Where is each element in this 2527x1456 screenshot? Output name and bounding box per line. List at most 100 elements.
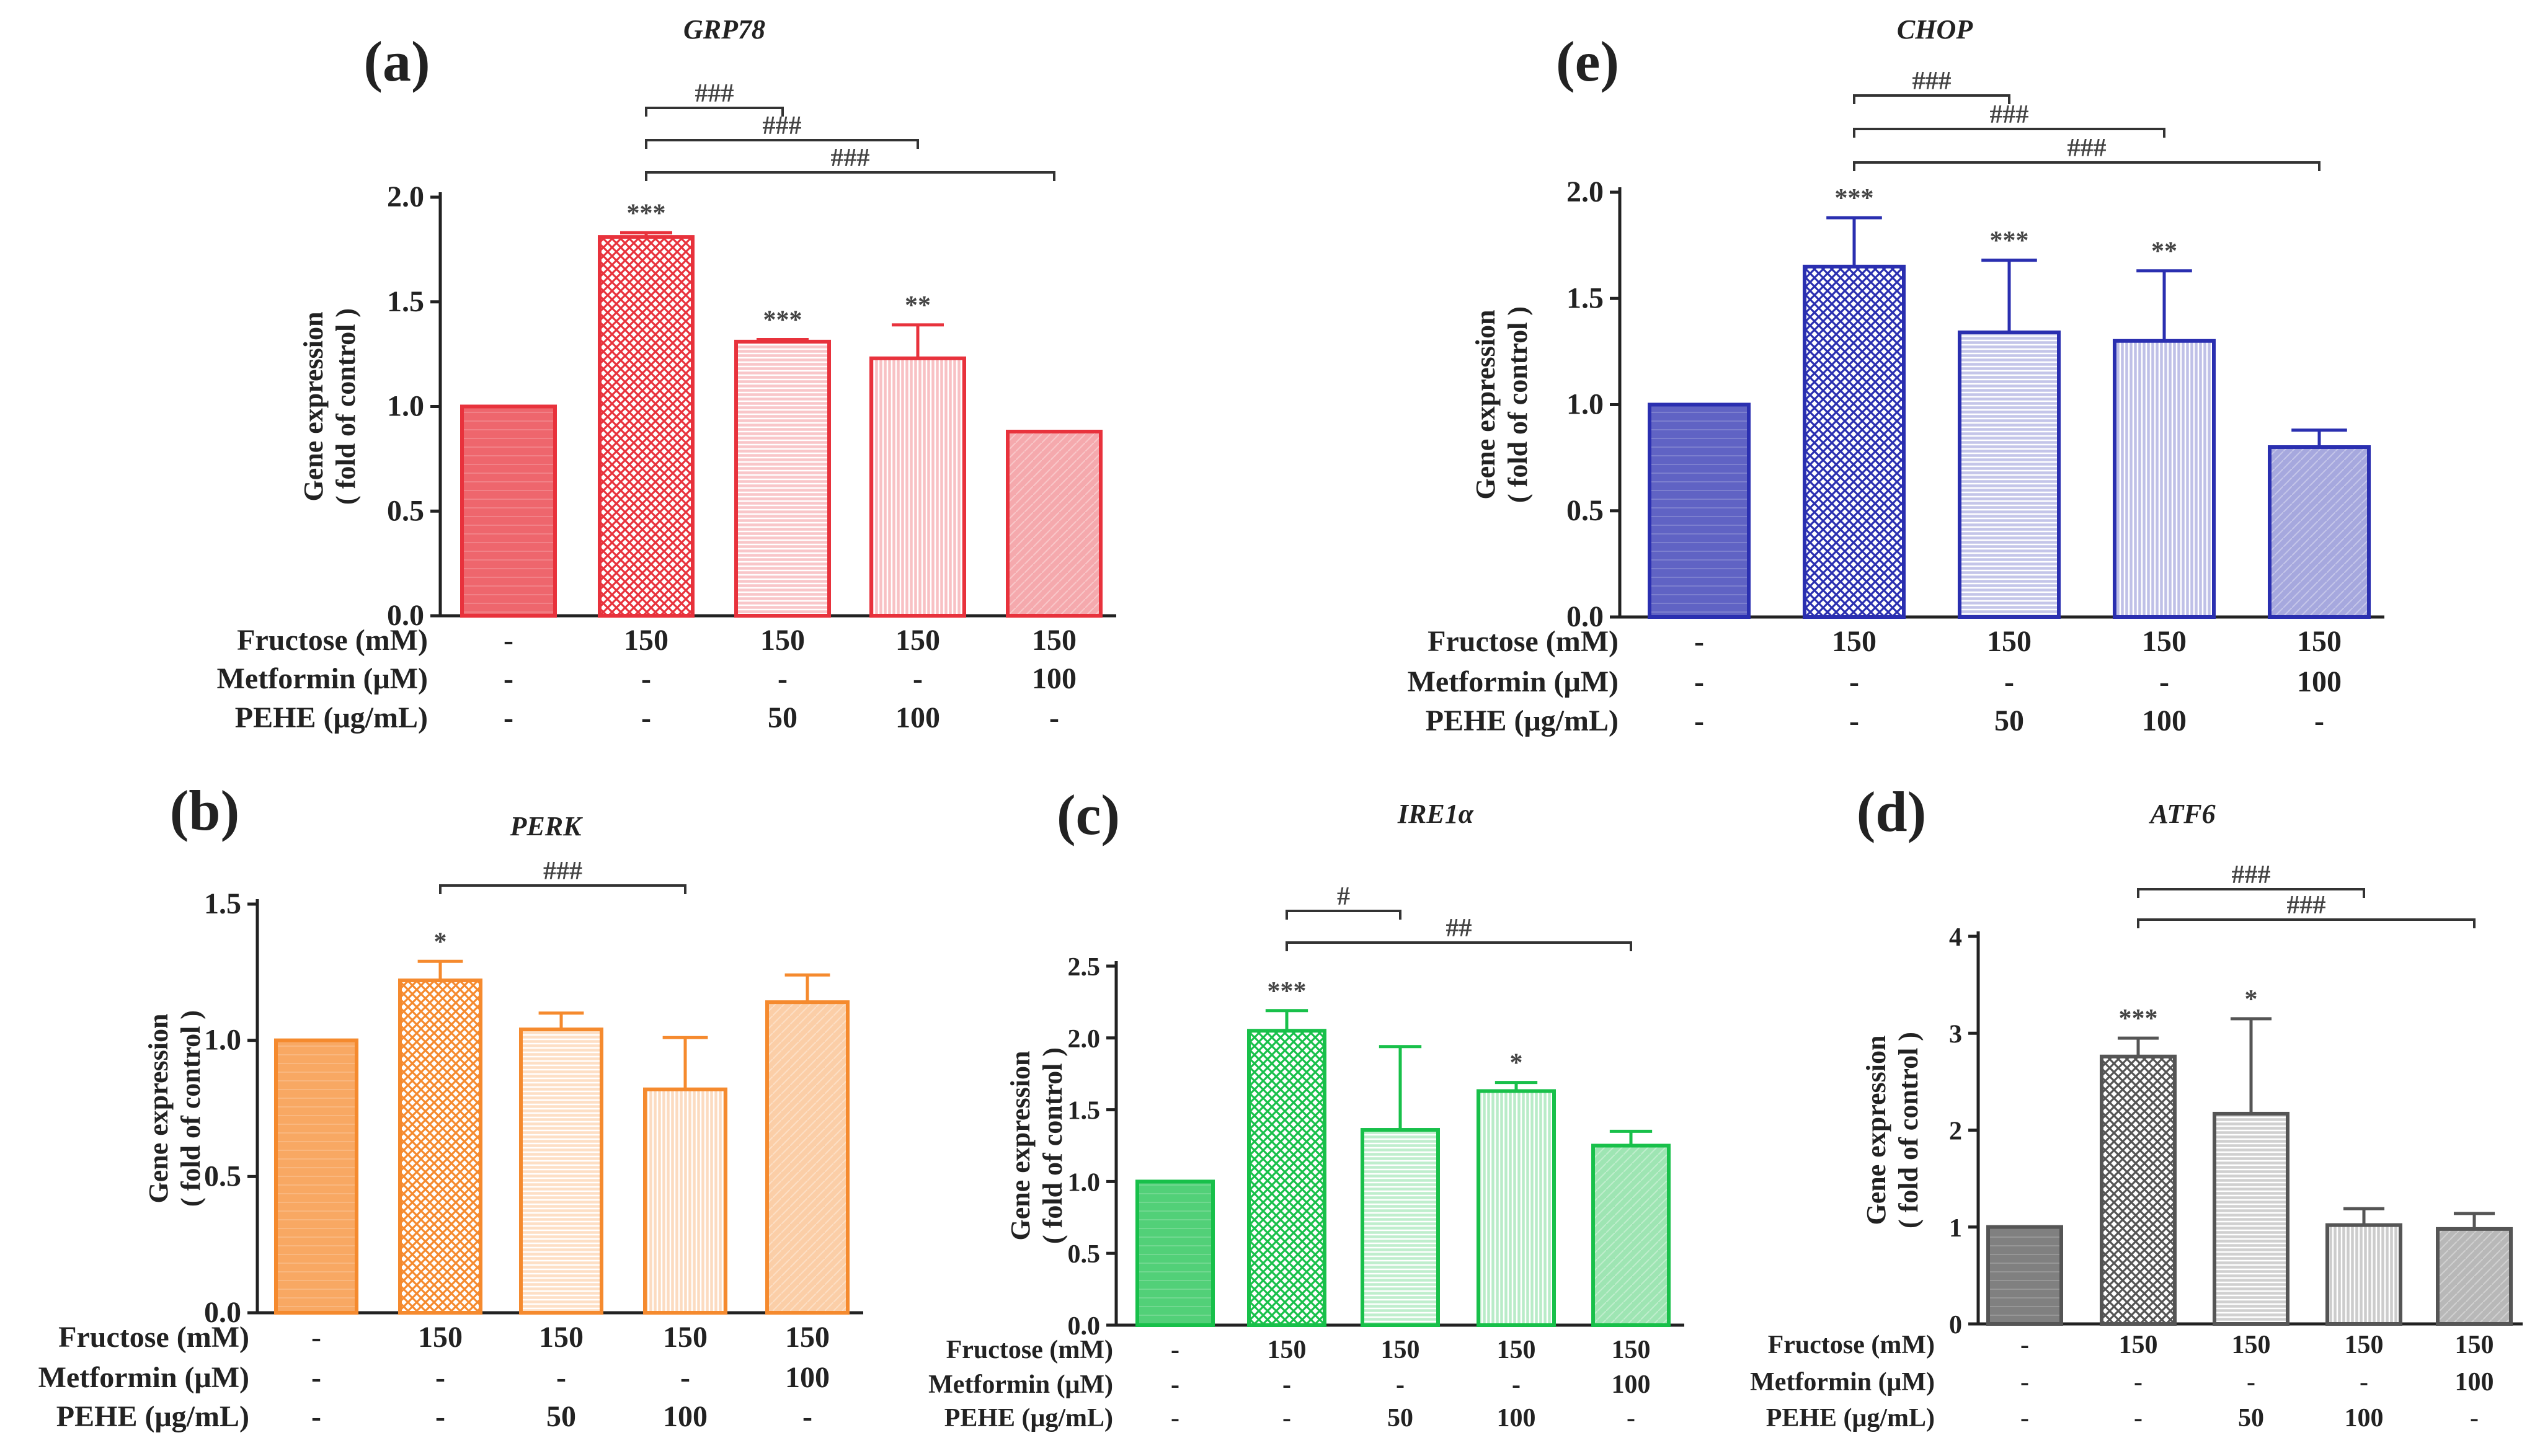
y-tick-label: 2.0 — [387, 180, 424, 213]
condition-value: - — [1849, 665, 1859, 698]
condition-row-label: Fructose (mM) — [58, 1321, 249, 1354]
gene-title: GRP78 — [683, 14, 765, 45]
y-tick-label: 0.5 — [1566, 494, 1604, 527]
bracket-label: ### — [763, 112, 802, 140]
panel-c: (c) IRE1α Gene expression( fold of control… — [928, 783, 1684, 1432]
condition-value: 50 — [2238, 1404, 2264, 1432]
condition-row-label: Fructose (mM) — [1428, 625, 1619, 658]
condition-value: - — [2020, 1331, 2029, 1359]
comparison-bracket — [645, 139, 919, 149]
condition-value: 100 — [663, 1400, 708, 1433]
condition-value: - — [504, 662, 513, 695]
panel-b: (b) PERK Gene expression( fold of control … — [38, 779, 863, 1433]
condition-value: - — [641, 701, 651, 734]
condition-value: - — [913, 662, 923, 695]
comparison-bracket — [1853, 94, 2010, 104]
bar — [869, 356, 966, 618]
y-tick-label: 2.0 — [1068, 1025, 1101, 1054]
significance-marker: ** — [2151, 237, 2177, 266]
y-tick-label: 1.5 — [1068, 1097, 1101, 1125]
y-axis-label-line1: Gene expression — [1470, 310, 1501, 500]
bracket-label: ### — [2232, 861, 2271, 889]
bar — [1803, 264, 1906, 619]
y-tick-label: 1.5 — [1566, 282, 1604, 314]
condition-value: 150 — [1381, 1336, 1420, 1364]
bar — [1006, 430, 1103, 618]
y-tick-label: 0.0 — [1566, 600, 1604, 633]
condition-value: 100 — [2297, 665, 2342, 698]
y-tick-label: 2 — [1949, 1117, 1962, 1146]
condition-value: - — [2134, 1368, 2143, 1396]
bar — [1361, 1128, 1440, 1328]
y-axis-label: Gene expression( fold of control ) — [1861, 1032, 1924, 1228]
panel-e: (e) CHOP Gene expression( fold of control … — [1408, 14, 2384, 737]
bracket-label: ### — [1990, 100, 2029, 129]
y-axis-label-line2: ( fold of control ) — [1893, 1032, 1924, 1228]
y-axis-label-line1: Gene expression — [1861, 1036, 1891, 1225]
y-tick-label: 1.0 — [204, 1024, 241, 1057]
condition-value: - — [504, 701, 513, 734]
y-tick-label: 0.5 — [1068, 1240, 1101, 1269]
y-tick-label: 1.0 — [1068, 1168, 1101, 1197]
bar — [1591, 1143, 1671, 1327]
condition-row-label: Metformin (μM) — [1750, 1368, 1935, 1396]
significance-marker: * — [1510, 1049, 1523, 1078]
y-tick-label: 1.5 — [387, 285, 424, 318]
y-tick-label: 3 — [1949, 1020, 1962, 1049]
y-tick-label: 2.5 — [1068, 953, 1101, 982]
condition-value: - — [1694, 665, 1704, 698]
condition-value: 50 — [1994, 704, 2024, 737]
condition-value: - — [1171, 1336, 1179, 1364]
bar — [2325, 1223, 2402, 1326]
condition-value: - — [556, 1361, 566, 1394]
condition-value: - — [2247, 1368, 2255, 1396]
y-axis-label: Gene expression( fold of control ) — [1005, 1047, 1068, 1244]
significance-marker: *** — [1268, 977, 1307, 1006]
significance-marker: *** — [627, 199, 666, 228]
y-axis-label: Gene expression( fold of control ) — [1470, 306, 1533, 503]
bar — [1986, 1225, 2063, 1326]
bar — [2268, 445, 2371, 619]
bar — [519, 1028, 603, 1315]
panel-label: (e) — [1556, 30, 1619, 93]
gene-title: CHOP — [1897, 14, 1973, 45]
condition-value: 150 — [1612, 1336, 1651, 1364]
condition-value: - — [1694, 704, 1704, 737]
condition-value: - — [802, 1400, 812, 1433]
y-axis-label-line2: ( fold of control ) — [1037, 1047, 1068, 1244]
significance-marker: *** — [1835, 184, 1874, 213]
condition-row-label: Metformin (μM) — [1408, 665, 1619, 698]
significance-marker: ** — [905, 291, 931, 320]
condition-value: 150 — [895, 624, 940, 657]
condition-value: - — [2470, 1404, 2479, 1432]
condition-value: - — [2314, 704, 2324, 737]
condition-value: 150 — [2297, 625, 2342, 658]
condition-value: 150 — [2345, 1331, 2384, 1359]
y-axis-label-line2: ( fold of control ) — [1503, 306, 1533, 503]
condition-value: 150 — [1268, 1336, 1307, 1364]
bar — [643, 1087, 727, 1315]
condition-row-label: PEHE (μg/mL) — [1426, 704, 1619, 737]
condition-value: - — [504, 624, 513, 657]
condition-value: - — [311, 1361, 321, 1394]
condition-value: - — [1512, 1370, 1521, 1399]
condition-value: - — [1282, 1404, 1291, 1432]
bar — [1648, 402, 1751, 619]
condition-value: 150 — [760, 624, 805, 657]
condition-value: 100 — [2455, 1368, 2494, 1396]
y-tick-label: 0.0 — [1068, 1312, 1101, 1341]
panel-label: (a) — [363, 30, 430, 93]
bar — [598, 235, 695, 618]
bracket-label: ### — [1912, 67, 1952, 95]
condition-row-label: PEHE (μg/mL) — [235, 701, 428, 734]
condition-row-label: Metformin (μM) — [928, 1370, 1113, 1399]
condition-value: 50 — [1387, 1404, 1413, 1432]
y-tick-label: 0.0 — [204, 1296, 241, 1329]
condition-value: 150 — [624, 624, 668, 657]
bar — [2100, 1054, 2177, 1326]
panel-d: (d) ATF6 Gene expression( fold of control … — [1750, 780, 2523, 1432]
condition-value: 150 — [2232, 1331, 2271, 1359]
gene-title: ATF6 — [2148, 799, 2215, 829]
condition-value: 50 — [768, 701, 797, 734]
